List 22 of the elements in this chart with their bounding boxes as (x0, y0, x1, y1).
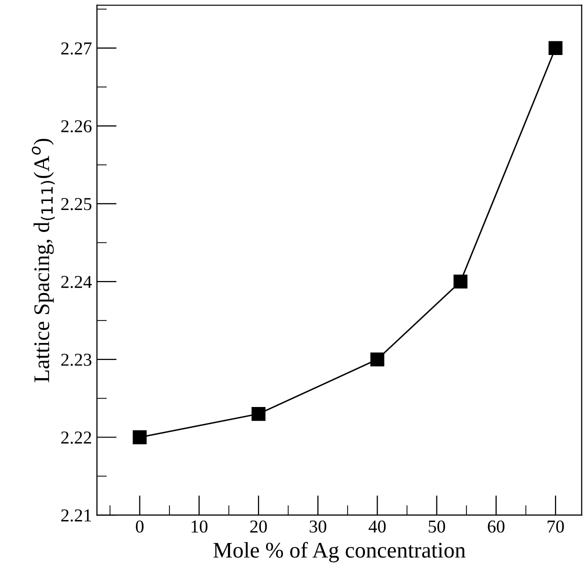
x-tick-label: 20 (250, 520, 267, 533)
point (252, 406, 266, 421)
x-tick-label: 50 (428, 520, 446, 533)
y-tick-label: 2.22 (61, 432, 92, 444)
x-tick-label: 0 (136, 520, 144, 533)
x-tick-label: 40 (368, 520, 386, 533)
y-tick-label: 2.24 (61, 276, 92, 288)
x-axis-title: Mole % of Ag concentration (213, 542, 466, 562)
point (370, 352, 384, 366)
x-tick-label: 60 (488, 520, 504, 533)
y-tick-label: 2.23 (61, 354, 92, 366)
x-tick-label: 10 (192, 520, 208, 533)
point (548, 41, 562, 56)
y-axis-title: Lattice Spacing, d$_{(111)}$(A$^{o}$) (32, 138, 55, 382)
y-tick-label: 2.26 (61, 120, 92, 132)
y-tick-label: 2.27 (61, 42, 92, 55)
point (454, 274, 468, 289)
x-tick-label: 70 (548, 520, 564, 533)
point (132, 430, 147, 444)
x-tick-label: 30 (310, 520, 326, 533)
y-tick-label: 2.21 (61, 509, 91, 522)
y-tick-label: 2.25 (61, 198, 92, 210)
